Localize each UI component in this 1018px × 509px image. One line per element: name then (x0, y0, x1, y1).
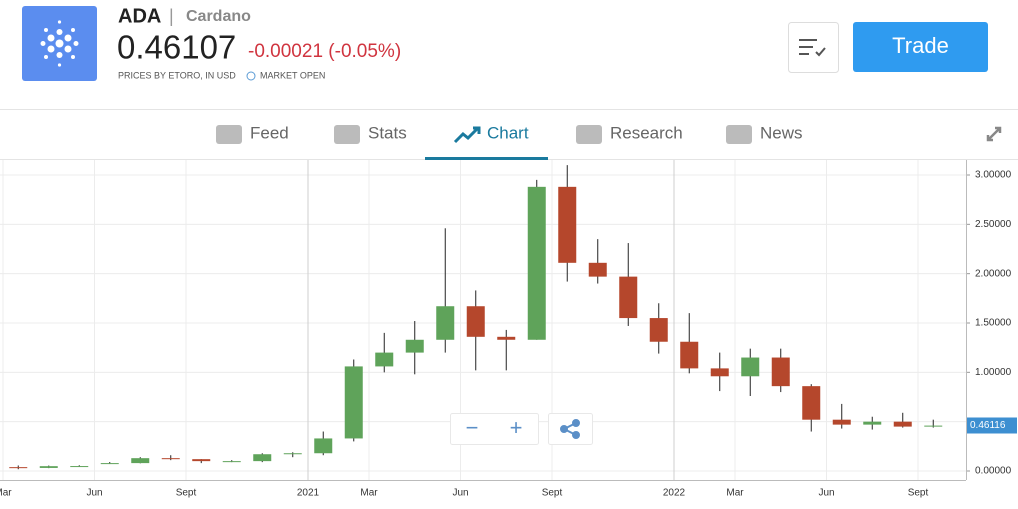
y-tick-label: 1.50000 (975, 318, 1012, 329)
candle-body (344, 366, 363, 439)
candle-body (283, 453, 302, 455)
candle-body (161, 458, 180, 460)
candle-body (741, 357, 760, 377)
candle-body (863, 421, 882, 425)
asset-name: Cardano (186, 8, 251, 25)
y-tick-label: 1.00000 (975, 367, 1012, 378)
candle-body (497, 336, 516, 340)
tab-label[interactable]: Chart (487, 123, 529, 142)
separator: | (169, 6, 174, 26)
tab-label[interactable]: Research (610, 123, 683, 142)
zoom-controls (450, 413, 539, 445)
tab-label[interactable]: News (760, 123, 803, 142)
tab-icon (216, 125, 242, 144)
x-tick-label: Sept (542, 488, 563, 499)
candle-body (436, 306, 455, 340)
x-tick-label: Mar (360, 488, 378, 499)
x-tick-label: Sept (176, 488, 197, 499)
share-icon (560, 419, 580, 439)
x-tick-label: 2021 (297, 488, 320, 499)
tab-label[interactable]: Feed (250, 123, 289, 142)
expand-icon[interactable] (986, 126, 1002, 142)
candle-body (222, 461, 241, 463)
candle-body (588, 262, 607, 277)
y-tick-label: 0.00000 (975, 466, 1012, 477)
price-change: -0.00021 (-0.05%) (248, 41, 401, 62)
candle-body (314, 438, 333, 454)
candle-body (9, 467, 28, 469)
x-tick-label: Jun (86, 488, 102, 499)
x-tick-label: Jun (818, 488, 834, 499)
trade-button[interactable] (853, 22, 988, 72)
tab-icon (453, 126, 481, 144)
x-tick-label: Jun (452, 488, 468, 499)
candle-body (649, 318, 668, 342)
candle-body (527, 186, 546, 340)
candle-body (192, 459, 211, 462)
candle-body (558, 186, 577, 263)
candle-body (893, 421, 912, 427)
tab-icon (576, 125, 602, 144)
candle-body (253, 454, 272, 462)
candle-body (680, 341, 699, 369)
candle-body (832, 419, 851, 425)
symbol: ADA (118, 5, 161, 27)
market-status: MARKET OPEN (260, 70, 325, 80)
price-source: PRICES BY ETORO, IN USD (118, 70, 236, 80)
x-tick-label: 2022 (663, 488, 686, 499)
zoom-in[interactable]: + (510, 415, 523, 440)
candle-body (375, 352, 394, 367)
candle-body (924, 425, 943, 427)
plot-area (9, 165, 943, 470)
y-tick-label: 3.00000 (975, 170, 1012, 181)
chart-background (0, 161, 1018, 504)
candle-body (619, 276, 638, 319)
tab-icon (334, 125, 360, 144)
x-tick-label: Sept (908, 488, 929, 499)
candle-body (39, 466, 58, 468)
active-tab-underline (425, 157, 548, 160)
trade-label: Trade (892, 33, 949, 58)
logo-dots (40, 20, 79, 67)
candle-body (771, 357, 790, 387)
status-icon (246, 71, 256, 81)
last-price-box (967, 417, 1017, 434)
last-price-label: 0.46116 (970, 420, 1006, 431)
candle-body (466, 306, 485, 337)
tab-label[interactable]: Stats (368, 123, 407, 142)
y-tick-label: 2.00000 (975, 268, 1012, 279)
zoom-out[interactable]: − (466, 415, 479, 440)
watchlist-button[interactable] (788, 22, 839, 73)
x-tick-label: Mar (0, 488, 12, 499)
candle-body (70, 466, 89, 468)
candle-body (802, 386, 821, 420)
y-tick-label: 2.50000 (975, 219, 1012, 230)
tab-icon (726, 125, 752, 144)
candle-body (100, 463, 119, 465)
candle-body (710, 368, 729, 377)
candle-body (131, 458, 150, 464)
price: 0.46107 (117, 29, 236, 66)
watchlist-icon (799, 39, 826, 57)
x-tick-label: Mar (726, 488, 744, 499)
share-button[interactable] (548, 413, 593, 445)
candle-body (405, 339, 424, 353)
